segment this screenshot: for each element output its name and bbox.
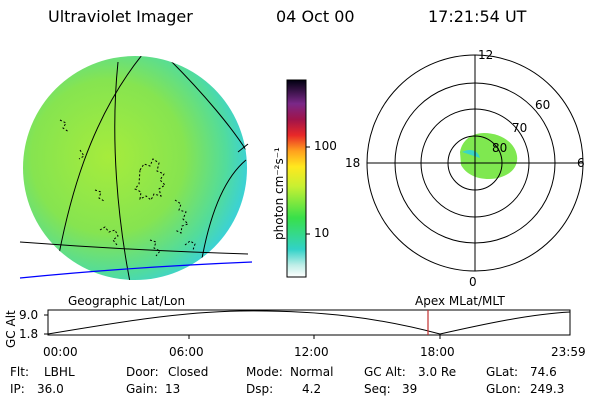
mlt-label-12: 12 [478,48,494,62]
earth-disk-image [19,56,253,280]
gain-label: Gain: [126,382,158,396]
mlt-label-0: 0 [469,275,477,289]
geographic-title: Geographic Lat/Lon [68,294,186,308]
mlt-label-18: 18 [345,156,361,170]
mode-value: Normal [290,365,334,379]
dsp-label: Dsp: [246,382,274,396]
mlt-label-6: 6 [577,156,585,170]
altitude-ylabel: GC Alt [4,310,18,348]
gcalt-value: 3.0 Re [418,365,457,379]
lat-label-60: 60 [535,98,551,112]
mode-label: Mode: [246,365,283,379]
xtick-1200: 12:00 [294,345,329,359]
lat-label-70: 70 [512,121,528,135]
glat-label: GLat: [486,365,519,379]
glat-value: 74.6 [530,365,557,379]
colorbar-tick-100: 100 [314,139,337,153]
door-label: Door: [126,365,159,379]
lat-label-80: 80 [492,141,508,155]
xtick-0000: 00:00 [43,345,78,359]
instrument-title: Ultraviolet Imager [48,7,193,26]
ip-label: IP: [10,382,25,396]
ip-value: 36.0 [37,382,64,396]
xtick-2359: 23:59 [551,345,586,359]
glon-label: GLon: [486,382,521,396]
xtick-1800: 18:00 [420,345,455,359]
door-value: Closed [168,365,209,379]
colorbar-tick-10: 10 [314,226,330,240]
date-label: 04 Oct 00 [276,7,355,26]
color-bar [286,79,310,278]
flt-label: Flt: [10,365,29,379]
altitude-curve [47,310,571,335]
glon-value: 249.3 [530,382,565,396]
time-label: 17:21:54 UT [428,7,527,26]
flt-value: LBHL [44,365,75,379]
altitude-ytick-1-8: 1.8 [19,327,39,341]
seq-value: 39 [402,382,418,396]
xtick-0600: 06:00 [169,345,204,359]
altitude-ytick-9: 9.0 [19,308,39,322]
polar-plot [366,54,584,272]
seq-label: Seq: [364,382,391,396]
auroral-oval [460,133,518,179]
dsp-value: 4.2 [302,382,322,396]
apex-title: Apex MLat/MLT [415,294,505,308]
altitude-chart [44,309,571,339]
gain-value: 13 [165,382,181,396]
colorbar-unit-label: photon cm⁻²s⁻¹ [272,147,286,240]
gcalt-label: GC Alt: [364,365,406,379]
